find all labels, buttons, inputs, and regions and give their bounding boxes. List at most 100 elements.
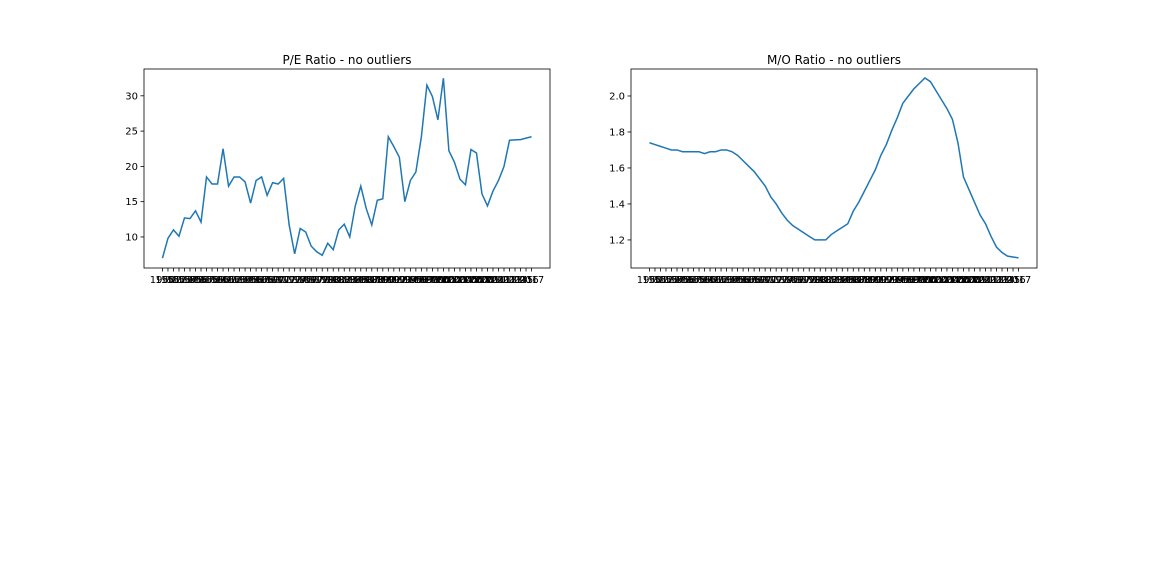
x-tick-label: 1968 [736,275,761,286]
x-tick-label: 2014 [502,275,527,286]
x-tick-label: 1980 [802,275,827,286]
y-tick-label: 1.8 [609,127,625,138]
x-tick-label: 1963 [708,275,733,286]
x-tick-label: 1964 [714,275,739,286]
x-tick-label: 2015 [995,275,1020,286]
x-tick-label: 1971 [265,275,290,286]
x-tick-label: 1977 [298,275,323,286]
x-tick-label: 2004 [934,275,959,286]
x-tick-label: 1973 [276,275,301,286]
x-tick-label: 1999 [907,275,932,286]
x-tick-label: 1983 [332,275,357,286]
x-tick-label: 1962 [216,275,241,286]
x-tick-label: 1996 [403,275,428,286]
y-tick-label: 1.6 [609,163,625,174]
y-tick-label: 10 [125,232,138,243]
x-tick-label: 1958 [681,275,706,286]
x-tick-label: 1992 [868,275,893,286]
x-tick-label: 1951 [642,275,667,286]
x-tick-label: 2005 [453,275,478,286]
x-tick-label: 1952 [648,275,673,286]
y-tick-label: 1.4 [609,199,625,210]
x-tick-label: 2016 [513,275,538,286]
x-tick-label: 1952 [161,275,186,286]
x-tick-label: 1981 [321,275,346,286]
x-tick-label: 1978 [791,275,816,286]
x-tick-label: 1970 [747,275,772,286]
x-tick-label: 1961 [697,275,722,286]
x-tick-label: 1988 [359,275,384,286]
x-tick-label: 1992 [381,275,406,286]
x-tick-label: 1999 [420,275,445,286]
x-tick-label: 1953 [653,275,678,286]
x-tick-label: 1989 [365,275,390,286]
x-tick-label: 2006 [945,275,970,286]
x-tick-label: 1996 [890,275,915,286]
line [161,78,532,259]
x-tick-label: 1995 [885,275,910,286]
x-tick-label: 1986 [835,275,860,286]
y-tick-label: 25 [125,127,138,138]
x-tick-label: 1955 [177,275,202,286]
x-tick-label: 1957 [675,275,700,286]
x-tick-label: 2013 [497,275,522,286]
x-tick-label: 1997 [409,275,434,286]
x-tick-label: 1998 [414,275,439,286]
x-tick-label: 1983 [819,275,844,286]
x-tick-label: 1955 [664,275,689,286]
x-tick-label: 1995 [398,275,423,286]
x-tick-label: 1979 [796,275,821,286]
x-tick-label: 1966 [725,275,750,286]
x-tick-label: 2007 [464,275,489,286]
x-tick-label: 2002 [436,275,461,286]
x-tick-label: 1969 [741,275,766,286]
x-tick-label: 1968 [249,275,274,286]
line [649,77,1019,259]
x-tick-label: 2017 [519,275,544,286]
x-tick-label: 1991 [863,275,888,286]
x-tick-label: 1984 [824,275,849,286]
x-tick-label: 2011 [973,275,998,286]
x-tick-label: 1954 [659,275,684,286]
x-tick-label: 1960 [205,275,230,286]
x-tick-label: 1980 [315,275,340,286]
x-tick-label: 2002 [923,275,948,286]
x-tick-label: 1991 [376,275,401,286]
x-tick-label: 1982 [813,275,838,286]
x-tick-label: 2000 [912,275,937,286]
x-tick-label: 1987 [841,275,866,286]
x-tick-label: 1988 [846,275,871,286]
x-tick-label: 2007 [951,275,976,286]
x-tick-label: 2006 [458,275,483,286]
x-tick-label: 1953 [166,275,191,286]
x-tick-label: 2017 [1006,275,1031,286]
x-tick-label: 1972 [758,275,783,286]
x-tick-label: 2010 [967,275,992,286]
x-tick-label: 2012 [491,275,516,286]
x-tick-label: 2010 [480,275,505,286]
x-tick-label: 1985 [830,275,855,286]
x-tick-label: 1961 [210,275,235,286]
x-tick-label: 1959 [686,275,711,286]
x-tick-label: 1997 [896,275,921,286]
x-tick-label: 2004 [447,275,472,286]
x-tick-label: 1967 [730,275,755,286]
x-tick-label: 1993 [387,275,412,286]
x-tick-label: 1982 [326,275,351,286]
x-tick-label: 1959 [199,275,224,286]
x-tick-label: 1971 [752,275,777,286]
x-tick-label: 1994 [879,275,904,286]
x-tick-label: 1993 [874,275,899,286]
x-tick-label: 1998 [901,275,926,286]
x-tick-label: 1976 [780,275,805,286]
x-tick-label: 1967 [243,275,268,286]
x-tick-label: 2008 [469,275,494,286]
x-tick-label: 1985 [343,275,368,286]
x-tick-label: 1994 [392,275,417,286]
x-tick-label: 2000 [425,275,450,286]
x-tick-label: 1950 [150,275,175,286]
x-tick-label: 1950 [637,275,662,286]
y-tick-label: 2.0 [609,91,625,102]
x-tick-label: 2003 [442,275,467,286]
x-tick-label: 2013 [984,275,1009,286]
